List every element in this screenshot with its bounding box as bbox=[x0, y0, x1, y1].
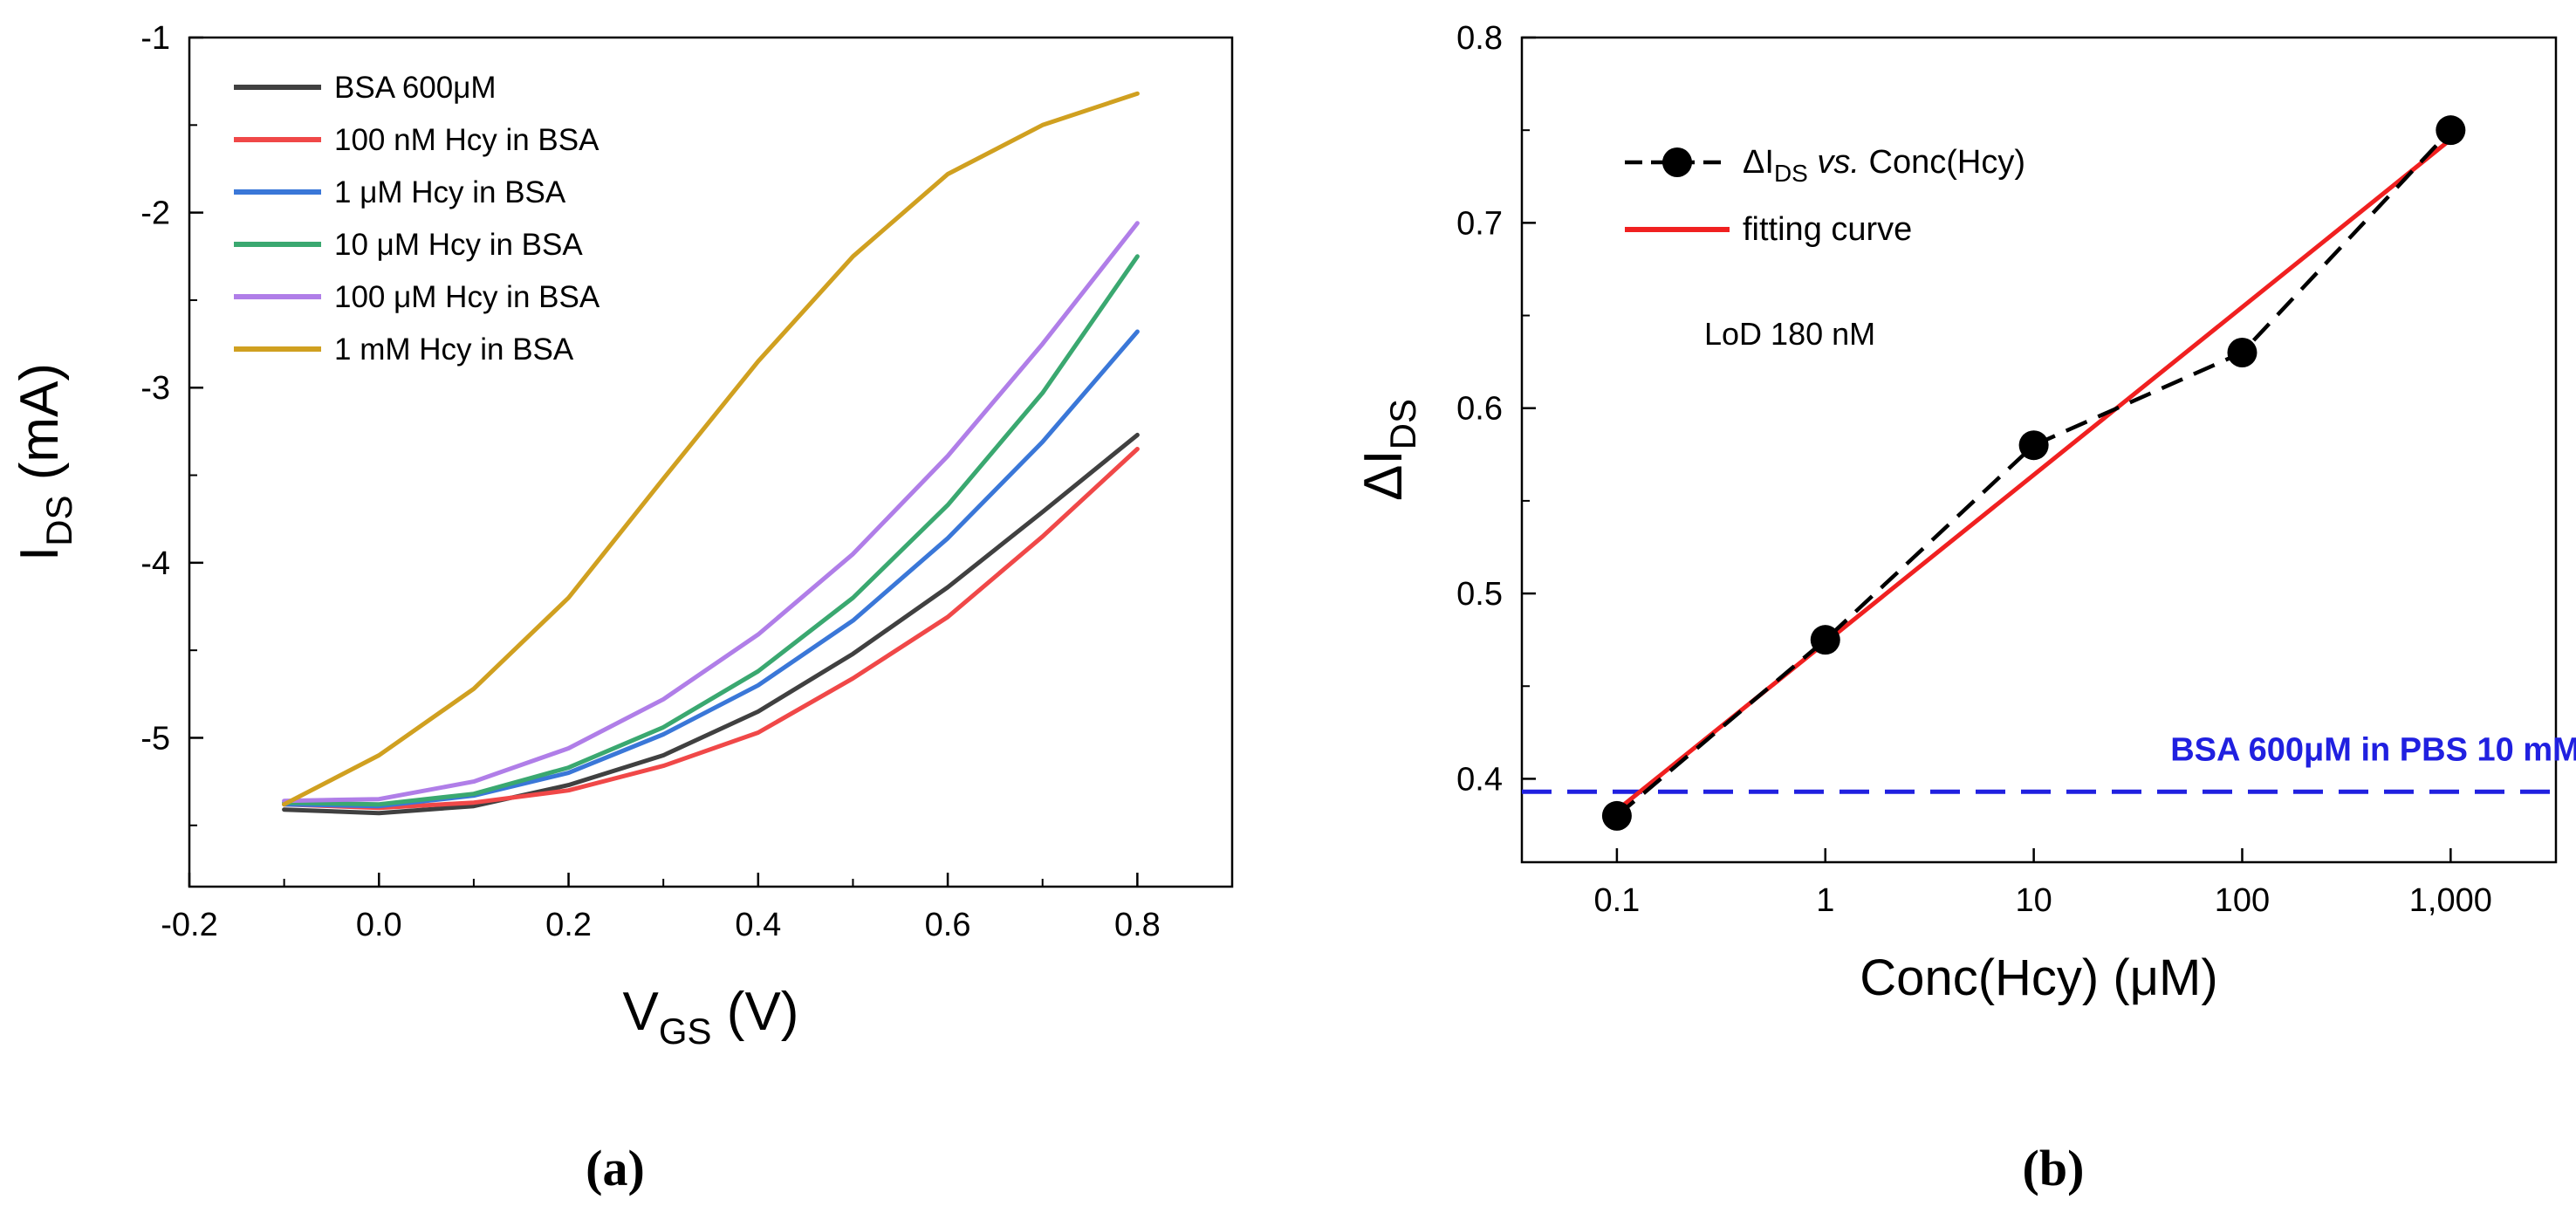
panel-a-x-tick-label: 0.6 bbox=[925, 907, 971, 943]
panel-a-y-tick-label: -2 bbox=[140, 195, 170, 232]
panel-b-data-point bbox=[2436, 115, 2466, 146]
panel-a-legend-label: 1 μM Hcy in BSA bbox=[334, 175, 566, 209]
panel-b-x-tick-label: 0.1 bbox=[1593, 882, 1640, 919]
panel-b-chart: 0.1 1 10 100 1,000 0.4 0.5 0.6 0.7 0.8 BSA 600μM i… bbox=[1353, 20, 2576, 1196]
panel-b-baseline-label: BSA 600μM in PBS 10 mM bbox=[2170, 731, 2576, 768]
panel-b-y-tick-label: 0.4 bbox=[1456, 761, 1503, 798]
panel-b-x-tick-label: 100 bbox=[2215, 882, 2270, 919]
panel-a-x-tick-label: 0.0 bbox=[356, 907, 402, 943]
panel-b-data-point bbox=[1810, 625, 1840, 655]
panel-a-legend-label: 100 μM Hcy in BSA bbox=[334, 280, 600, 314]
panel-b-y-axis-label: ΔIDS bbox=[1353, 399, 1423, 501]
panel-a-series-line bbox=[282, 432, 1140, 816]
panel-b-data-point bbox=[2227, 338, 2257, 368]
panel-a-x-tick-label: 0.8 bbox=[1114, 907, 1161, 943]
panel-b-frame bbox=[1520, 36, 2558, 864]
panel-b-annotation: LoD 180 nM bbox=[1704, 316, 1875, 352]
panel-a-chart: -0.2 0.0 0.2 0.4 0.6 0.8 -5 -4 -3 -2 -1 BSA 600μM 10… bbox=[10, 20, 1234, 1196]
panel-b-x-tick-label: 10 bbox=[2015, 882, 2052, 919]
panel-b-y-tick-label: 0.8 bbox=[1456, 20, 1503, 57]
panel-a-y-tick-label: -3 bbox=[140, 370, 170, 407]
panel-a-legend-label: 10 μM Hcy in BSA bbox=[334, 228, 583, 262]
panel-a-y-tick-label: -1 bbox=[140, 20, 170, 57]
panel-a-x-tick-label: -0.2 bbox=[161, 907, 217, 943]
panel-b-data-point bbox=[1601, 800, 1632, 831]
panel-b-data-line bbox=[1615, 128, 2452, 818]
panel-a-legend-label: BSA 600μM bbox=[334, 71, 497, 105]
panel-b-x-tick-label: 1 bbox=[1816, 882, 1834, 919]
panel-a-y-tick-label: -4 bbox=[140, 545, 170, 582]
panel-a-legend-label: 100 nM Hcy in BSA bbox=[334, 123, 599, 157]
panel-a-series-line bbox=[282, 221, 1140, 804]
panel-b-y-tick-label: 0.5 bbox=[1456, 576, 1503, 613]
panel-b-legend-marker bbox=[1662, 147, 1692, 177]
panel-a-series-line bbox=[282, 447, 1140, 811]
panel-b-label: (b) bbox=[2023, 1140, 2085, 1196]
panel-b-data-point bbox=[2018, 430, 2049, 461]
panel-a-y-axis-label: IDS (mA) bbox=[10, 363, 79, 561]
panel-a-x-tick-label: 0.2 bbox=[545, 907, 592, 943]
panel-a-frame bbox=[188, 36, 1234, 888]
panel-b-y-tick-label: 0.7 bbox=[1456, 205, 1503, 242]
panel-a-x-tick-label: 0.4 bbox=[735, 907, 781, 943]
panel-b-x-tick-label: 1,000 bbox=[2409, 882, 2492, 919]
panel-a-series-line bbox=[282, 254, 1140, 807]
panel-a-y-tick-label: -5 bbox=[140, 720, 170, 757]
panel-a-label: (a) bbox=[586, 1140, 645, 1196]
panel-b-x-axis-label: Conc(Hcy) (μM) bbox=[1860, 949, 2217, 1006]
panel-a-legend-label: 1 mM Hcy in BSA bbox=[334, 332, 574, 367]
panel-a-series-line bbox=[282, 91, 1140, 807]
panel-b-y-tick-label: 0.6 bbox=[1456, 391, 1503, 428]
panel-b-legend-label: fitting curve bbox=[1743, 211, 1912, 248]
panel-b-legend-label: ΔIDS vs. Conc(Hcy) bbox=[1743, 144, 2025, 187]
panel-a-x-axis-label: VGS (V) bbox=[623, 982, 799, 1052]
